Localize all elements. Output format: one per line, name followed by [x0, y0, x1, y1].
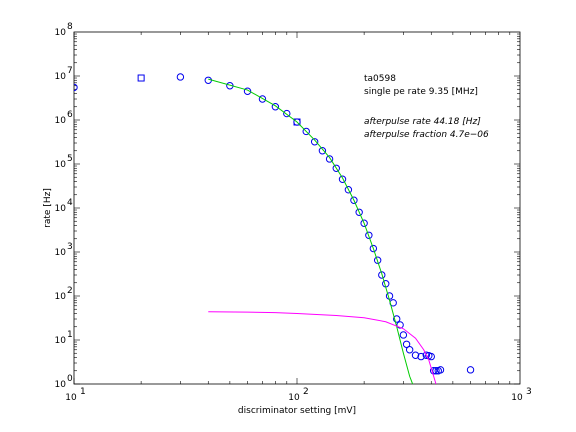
data-point-circle	[396, 321, 404, 329]
fit-curve	[208, 311, 437, 384]
data-point-circle	[369, 244, 378, 253]
y-tick-exponent: 2	[67, 286, 73, 296]
y-tick-exponent: 4	[67, 198, 73, 208]
y-tick-exponent: 5	[67, 154, 73, 164]
y-tick-exponent: 6	[67, 110, 73, 120]
data-point-circle	[405, 346, 414, 354]
y-tick-label: 10	[55, 160, 67, 170]
data-point-circle	[427, 352, 435, 361]
y-tick-exponent: 8	[67, 22, 73, 32]
y-tick-exponent: 0	[67, 374, 73, 384]
annotation-rate: single pe rate 9.35 [MHz]	[364, 87, 478, 97]
data-point-circle	[355, 208, 363, 216]
x-tick-label: 10	[288, 393, 300, 403]
data-point-circle	[350, 196, 358, 204]
data-point-circle	[393, 315, 401, 323]
fit-curve	[208, 78, 414, 384]
annotation-afterpulse-fraction: afterpulse fraction 4.7e−06	[364, 130, 489, 140]
data-point-circle	[243, 87, 252, 95]
data-point-circle	[344, 186, 353, 194]
annotation-block: ta0598 single pe rate 9.35 [MHz] afterpu…	[364, 74, 489, 140]
data-point-circle	[302, 127, 310, 136]
data-point-circle	[310, 138, 319, 146]
y-tick-exponent: 1	[67, 330, 73, 340]
annotation-id: ta0598	[364, 74, 396, 84]
annotation-afterpulse-rate: afterpulse rate 44.18 [Hz]	[364, 117, 481, 127]
data-point-circle	[429, 367, 438, 375]
plot-area	[73, 31, 521, 385]
y-tick-label: 10	[55, 380, 67, 390]
data-point-circle	[325, 155, 334, 163]
data-point-circle	[360, 219, 368, 227]
x-tick-label: 10	[65, 393, 77, 403]
data-point-circle	[411, 351, 420, 359]
data-point-circle	[271, 103, 280, 111]
data-point-circle	[258, 95, 267, 103]
x-tick-exponent: 1	[80, 387, 86, 397]
x-tick-label: 10	[511, 393, 523, 403]
y-tick-label: 10	[55, 72, 67, 82]
y-tick-exponent: 3	[67, 242, 73, 252]
data-point-circle	[399, 331, 408, 339]
y-tick-label: 10	[55, 116, 67, 126]
data-point-circle	[466, 366, 475, 374]
data-point-circle	[338, 175, 347, 183]
data-point-circle	[74, 83, 78, 92]
y-tick-label: 10	[55, 336, 67, 346]
data-point-circle	[365, 231, 373, 239]
y-axis-label: rate [Hz]	[43, 188, 53, 228]
data-point-square	[293, 118, 301, 126]
y-tick-label: 10	[55, 248, 67, 258]
x-axis-label: discriminator setting [mV]	[238, 406, 356, 416]
y-tick-label: 10	[55, 292, 67, 302]
data-point-circle	[373, 256, 382, 264]
data-point-circle	[176, 73, 185, 81]
data-series	[74, 73, 475, 384]
data-point-circle	[402, 340, 411, 348]
data-point-square	[137, 74, 145, 82]
y-tick-exponent: 7	[67, 66, 73, 76]
data-point-circle	[283, 109, 291, 118]
data-point-circle	[332, 164, 340, 172]
y-tick-label: 10	[55, 28, 67, 38]
data-point-circle	[422, 351, 430, 359]
x-tick-exponent: 3	[526, 387, 532, 397]
data-point-circle	[378, 271, 386, 279]
data-point-circle	[436, 366, 445, 374]
y-tick-label: 10	[55, 204, 67, 214]
data-point-circle	[318, 147, 327, 155]
x-tick-exponent: 2	[303, 387, 309, 397]
data-point-circle	[417, 352, 425, 361]
data-point-circle	[432, 367, 440, 375]
